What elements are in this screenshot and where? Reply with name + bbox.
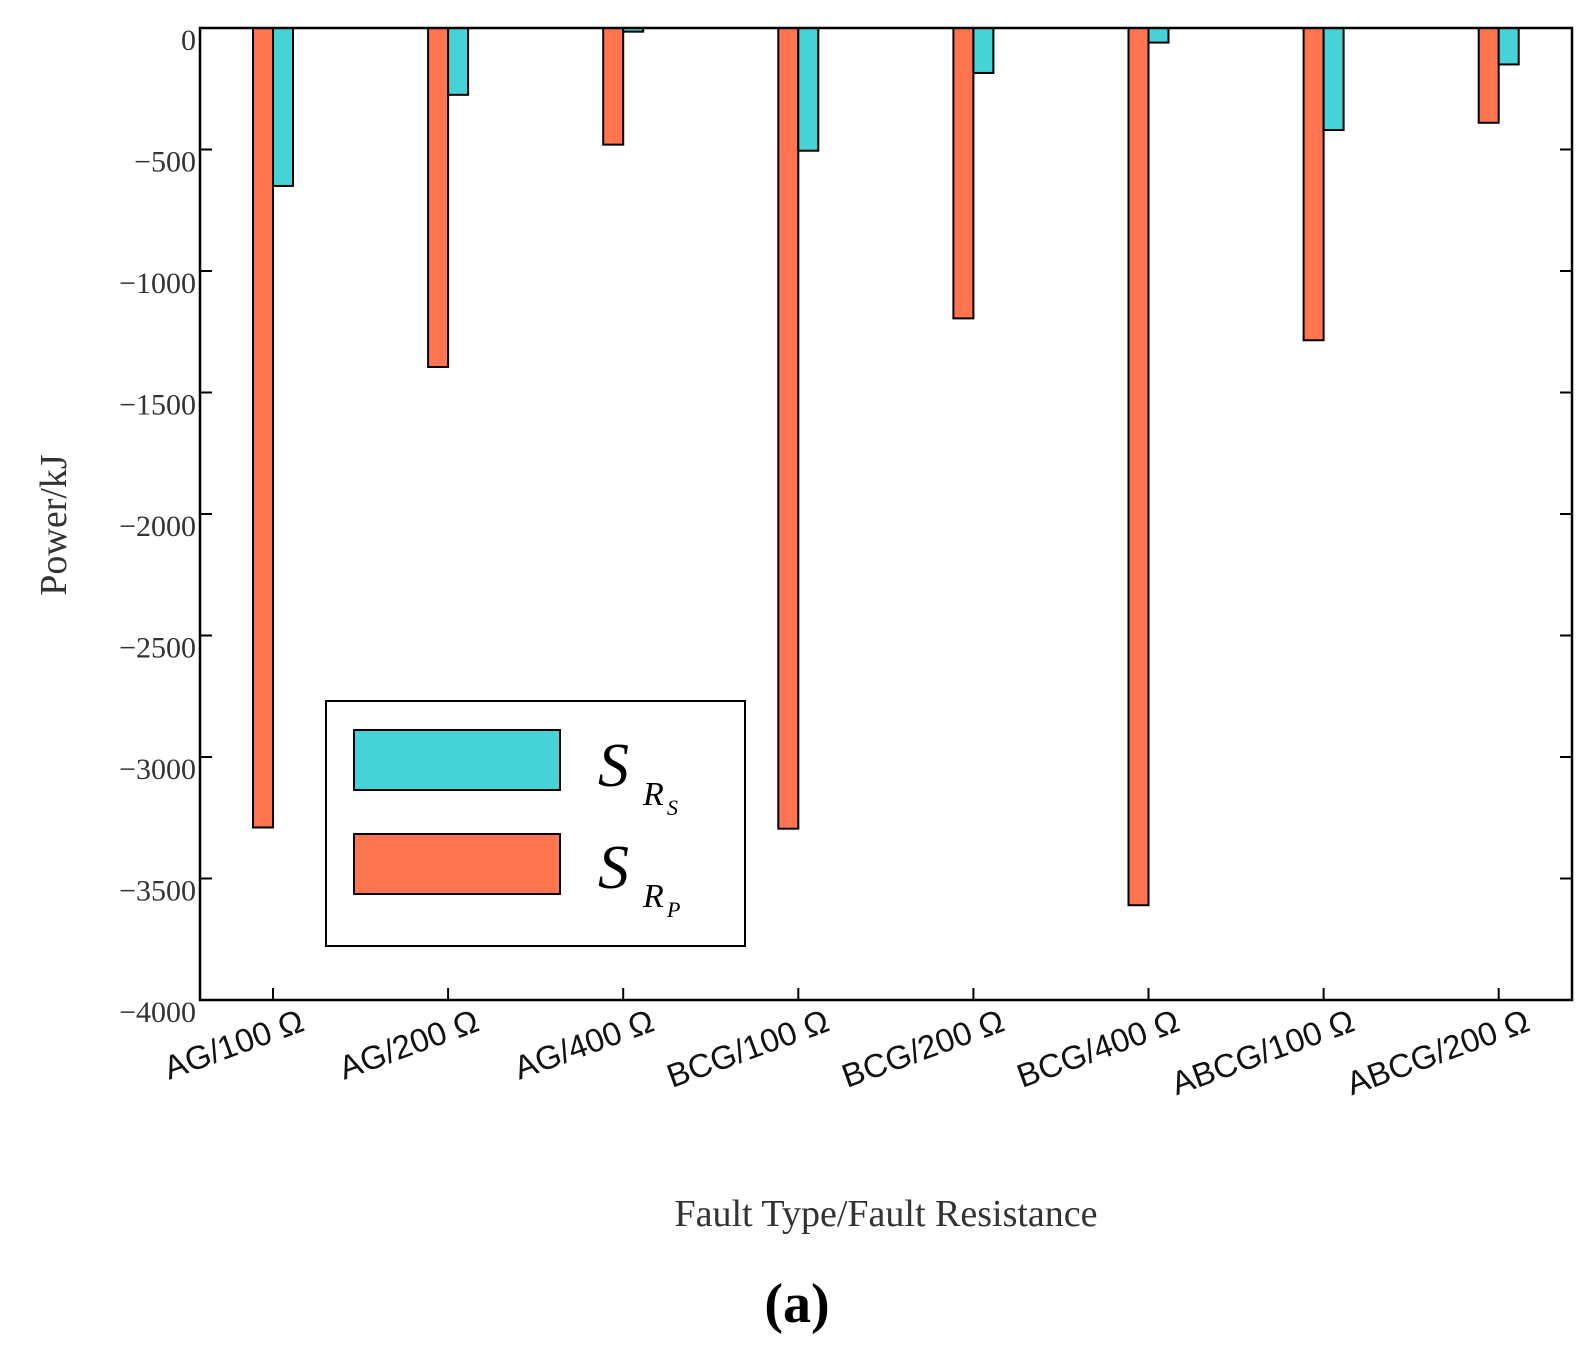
bar-s-rp-bcg-400: [1127, 27, 1150, 907]
bars-group: [252, 27, 1520, 907]
y-tick-label: −2000: [119, 510, 196, 543]
bar-s-rs-ag-100: [272, 27, 294, 187]
bar-s-rs-ag-200: [447, 27, 470, 96]
legend-srs-subsub: S: [667, 795, 678, 820]
bar-s-rp-bcg-200: [952, 27, 975, 320]
legend-srs-main: S: [598, 732, 629, 800]
y-axis: 0 −500 −1000 −1500 −2000 −2500 −3000 −3500 −4000: [119, 24, 1572, 1029]
x-axis-label: Fault Type/Fault Resistance: [674, 1193, 1097, 1235]
y-tick-label: −3000: [119, 753, 196, 786]
legend-srp-subsub: P: [666, 897, 680, 922]
legend-swatch-srs: [353, 729, 561, 791]
bar-s-rp-ag-400: [602, 27, 625, 146]
y-tick-label: −1000: [119, 267, 196, 300]
bar-s-rs-abcg-100: [1322, 27, 1345, 132]
bar-s-rs-bcg-100: [797, 27, 820, 152]
bar-s-rs-abcg-200: [1497, 27, 1520, 66]
panel-label: (a): [764, 1273, 829, 1335]
legend: S R S S R P: [325, 700, 746, 947]
bar-s-rp-abcg-100: [1302, 27, 1325, 342]
legend-label-srp: S R P: [598, 834, 680, 922]
legend-srs-sub: R: [642, 776, 664, 813]
bar-s-rp-ag-200: [427, 27, 450, 368]
bar-s-rs-bcg-400: [1147, 27, 1170, 44]
legend-swatch-srp: [353, 833, 561, 895]
bar-s-rs-bcg-200: [972, 27, 995, 74]
y-tick-label: −3500: [119, 875, 196, 908]
y-axis-label: Power/kJ: [33, 454, 75, 595]
y-tick-label: −500: [134, 146, 196, 179]
y-tick-label: −4000: [119, 996, 196, 1029]
y-tick-label: 0: [181, 24, 196, 57]
bar-s-rp-bcg-100: [777, 27, 800, 830]
y-tick-label: −2500: [119, 632, 196, 665]
legend-label-srs: S R S: [598, 732, 678, 820]
legend-srp-sub: R: [642, 878, 664, 915]
y-tick-label: −1500: [119, 389, 196, 422]
bar-s-rp-ag-100: [252, 27, 274, 829]
bar-s-rp-abcg-200: [1477, 27, 1500, 124]
legend-srp-main: S: [598, 834, 629, 902]
